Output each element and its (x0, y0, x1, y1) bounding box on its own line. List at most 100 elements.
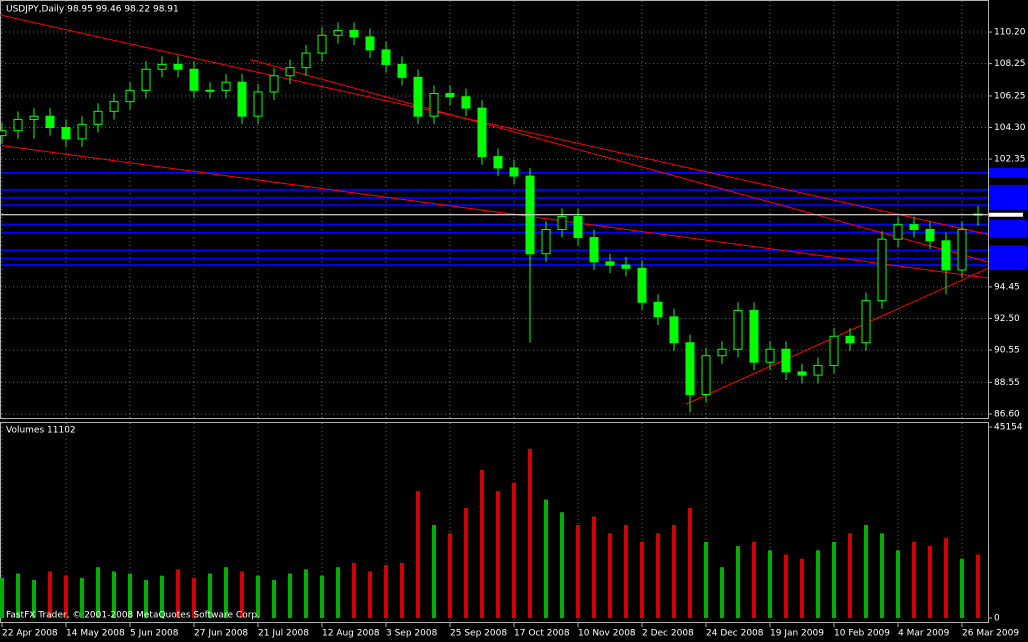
volume-bar (368, 571, 372, 618)
volume-bar (144, 579, 148, 618)
volume-title: Volumes 11102 (6, 426, 76, 436)
volume-bar (32, 579, 36, 618)
volume-bar (48, 571, 52, 618)
volume-bar (304, 569, 308, 618)
volume-bar (320, 575, 324, 618)
candle-body (845, 335, 855, 344)
volume-bar (768, 550, 772, 618)
trendline (249, 59, 989, 263)
candle-body (93, 110, 103, 125)
candle-body (509, 167, 519, 177)
candle-body (365, 36, 375, 51)
y-tick-label: 45154 (994, 423, 1023, 433)
candle-body (493, 156, 503, 169)
candle-body (413, 76, 423, 117)
candle-body (253, 91, 263, 117)
level-marker (989, 260, 1027, 271)
candle-body (573, 216, 583, 239)
candle-body (221, 81, 231, 91)
candle-body (765, 348, 775, 363)
volume-bar (816, 550, 820, 618)
level-marker (989, 200, 1027, 211)
y-tick-label: 104.30 (994, 123, 1026, 133)
y-tick-label: 102.35 (994, 155, 1026, 165)
volume-bar (800, 558, 804, 618)
x-tick-label: 22 Apr 2008 (2, 629, 58, 639)
candle-body (669, 316, 679, 344)
volume-bar (848, 533, 852, 618)
candle-body (13, 118, 23, 132)
volume-bar (592, 516, 596, 618)
volume-bar (880, 533, 884, 618)
volume-bar (512, 482, 516, 618)
candle-body (653, 301, 663, 318)
x-tick-label: 10 Feb 2009 (834, 629, 890, 639)
candle-body (349, 29, 359, 38)
level-marker (989, 227, 1027, 238)
x-tick-label: 21 Jul 2008 (258, 629, 309, 639)
volume-bar (416, 491, 420, 618)
candle-body (125, 89, 135, 103)
candle-body (109, 101, 119, 112)
volume-bar (240, 571, 244, 618)
volume-bar (608, 533, 612, 618)
price-pane (0, 0, 989, 419)
volume-bar (832, 541, 836, 618)
candle-body (797, 371, 807, 376)
candle-body (317, 34, 327, 54)
volume-bar (448, 533, 452, 618)
volume-bar (0, 577, 4, 618)
candle-body (557, 216, 567, 230)
candle-body (461, 96, 471, 109)
candle-body (957, 228, 967, 271)
volume-bar (496, 491, 500, 618)
volume-bar (96, 567, 100, 618)
candle-body (589, 237, 599, 263)
copyright: FastFX Trader, © 2001-2008 MetaQuotes So… (6, 611, 260, 621)
x-tick-label: 26 Mar 2009 (962, 629, 1019, 639)
volume-bar (976, 554, 980, 618)
volume-bar (400, 563, 404, 618)
candle-body (733, 309, 743, 350)
x-tick-label: 2 Dec 2008 (642, 629, 694, 639)
y-tick-label: 92.50 (994, 314, 1020, 324)
level-marker (989, 219, 1027, 230)
volume-bar (656, 533, 660, 618)
volume-bar (784, 554, 788, 618)
volume-bar (112, 571, 116, 618)
candle-body (301, 52, 311, 69)
volume-bar (256, 575, 260, 618)
candle-body (717, 348, 727, 357)
volume-bar (736, 546, 740, 618)
candle-body (813, 364, 823, 376)
candle-body (61, 127, 71, 140)
level-marker (989, 253, 1027, 264)
y-tick-label: 90.55 (994, 346, 1020, 356)
y-tick-label: 108.25 (994, 59, 1026, 69)
x-tick-label: 24 Dec 2008 (706, 629, 764, 639)
candle-body (205, 89, 215, 92)
volume-bar (672, 524, 676, 618)
volume-bar (864, 524, 868, 618)
volume-bar (480, 469, 484, 618)
candle-body (829, 335, 839, 366)
y-tick-label: 88.55 (994, 378, 1020, 388)
volume-bar (272, 579, 276, 618)
volume-bar (576, 524, 580, 618)
volume-bar (224, 567, 228, 618)
candle-body (941, 240, 951, 271)
volume-bar (16, 573, 20, 618)
volume-bar (192, 577, 196, 618)
y-tick-label: 106.25 (994, 91, 1026, 101)
volume-bar (544, 499, 548, 618)
candle-body (397, 63, 407, 78)
candle-body (0, 130, 7, 137)
volume-bar (64, 575, 68, 618)
volume-bar (160, 575, 164, 618)
candle-body (685, 342, 695, 396)
candle-body (157, 63, 167, 70)
chart-title: USDJPY,Daily 98.95 99.46 98.22 98.91 (6, 5, 179, 15)
x-tick-label: 17 Oct 2008 (514, 629, 570, 639)
candle-body (477, 107, 487, 158)
